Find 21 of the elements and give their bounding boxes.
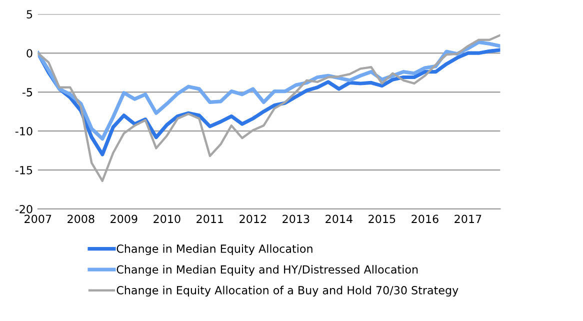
y-tick-label: 0 (26, 49, 32, 58)
y-tick-label: -15 (15, 166, 32, 174)
x-tick-label: 2012 (240, 214, 266, 224)
legend-label: Change in Median Equity Allocation (116, 244, 312, 256)
x-tick-label: 2009 (110, 214, 138, 224)
y-tick-label: -5 (22, 88, 32, 96)
y-tick-label: -20 (15, 204, 32, 214)
y-tick-label: -10 (15, 127, 32, 136)
x-tick-label: 2010 (154, 214, 180, 224)
y-tick-label: 5 (26, 10, 32, 19)
x-tick-label: 2014 (326, 214, 352, 224)
legend-label: Change in Median Equity and HY/Distressed Allocation (116, 265, 418, 276)
x-tick-label: 2015 (368, 214, 396, 224)
x-tick-label: 2007 (24, 214, 52, 224)
x-tick-label: 2011 (196, 214, 224, 224)
x-tick-label: 2016 (412, 214, 438, 224)
x-tick-label: 2013 (282, 214, 310, 224)
legend-label: Change in Equity Allocation of a Buy and Hold 70/30 Strategy (116, 286, 458, 297)
x-tick-label: 2008 (68, 214, 94, 224)
x-tick-label: 2017 (454, 214, 482, 224)
line-series (38, 34, 500, 182)
